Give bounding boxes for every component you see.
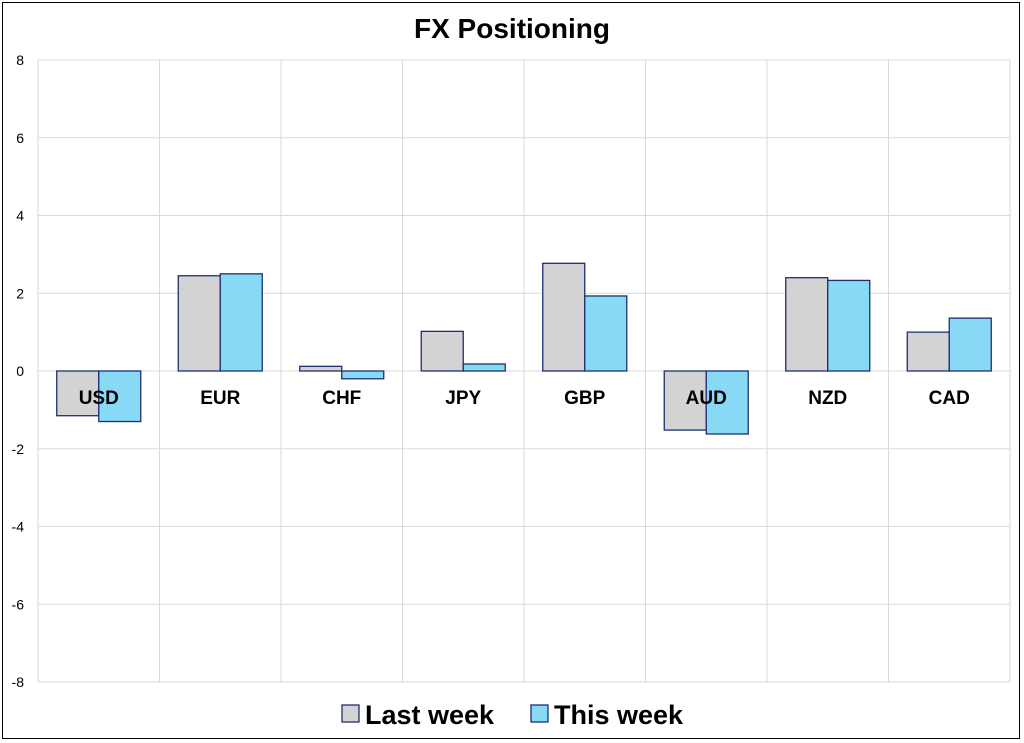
y-tick-label: -6: [12, 596, 25, 612]
legend-label-this-week: This week: [554, 700, 684, 730]
legend-swatch-last-week: [341, 704, 360, 723]
legend-label-last-week: Last week: [365, 700, 495, 730]
bar-cad-this-week: [948, 317, 992, 372]
y-tick-label: -4: [12, 519, 25, 535]
bar-jpy-last-week: [420, 330, 464, 372]
legend-swatch-this-week: [530, 704, 549, 723]
bar-aud-this-week: [705, 370, 749, 435]
bars: [56, 262, 992, 435]
bar-chf-this-week: [341, 370, 385, 380]
category-label-chf: CHF: [322, 388, 361, 409]
category-label-gbp: GBP: [564, 388, 606, 409]
y-tick-label: -8: [12, 674, 25, 690]
bar-cad-last-week: [906, 331, 950, 372]
legend: Last week This week: [341, 700, 684, 730]
bar-nzd-last-week: [785, 277, 829, 372]
category-label-jpy: JPY: [445, 388, 481, 409]
bar-usd-this-week: [98, 370, 142, 423]
bar-eur-last-week: [177, 275, 221, 372]
category-label-eur: EUR: [200, 388, 240, 409]
bar-gbp-this-week: [584, 295, 628, 372]
y-tick-label: 4: [16, 208, 24, 224]
y-tick-label: 8: [16, 52, 24, 68]
bar-nzd-this-week: [827, 279, 871, 372]
bar-chf-last-week: [299, 365, 343, 372]
y-tick-label: 6: [16, 130, 24, 146]
y-tick-label: 2: [16, 285, 24, 301]
category-labels: USD EUR CHF JPY GBP AUD NZD CAD: [79, 388, 970, 409]
bar-usd-last-week: [56, 370, 100, 417]
bar-gbp-last-week: [542, 262, 586, 372]
bar-jpy-this-week: [462, 363, 506, 372]
chart-title: FX Positioning: [414, 13, 610, 44]
category-label-cad: CAD: [929, 388, 970, 409]
y-tick-label: -2: [12, 441, 25, 457]
category-label-usd: USD: [79, 388, 119, 409]
y-axis-ticks: -8 -6 -4 -2 0 2 4 6 8: [12, 52, 25, 690]
y-tick-label: 0: [16, 363, 24, 379]
bar-eur-this-week: [219, 273, 263, 372]
category-label-aud: AUD: [686, 388, 727, 409]
category-label-nzd: NZD: [808, 388, 847, 409]
